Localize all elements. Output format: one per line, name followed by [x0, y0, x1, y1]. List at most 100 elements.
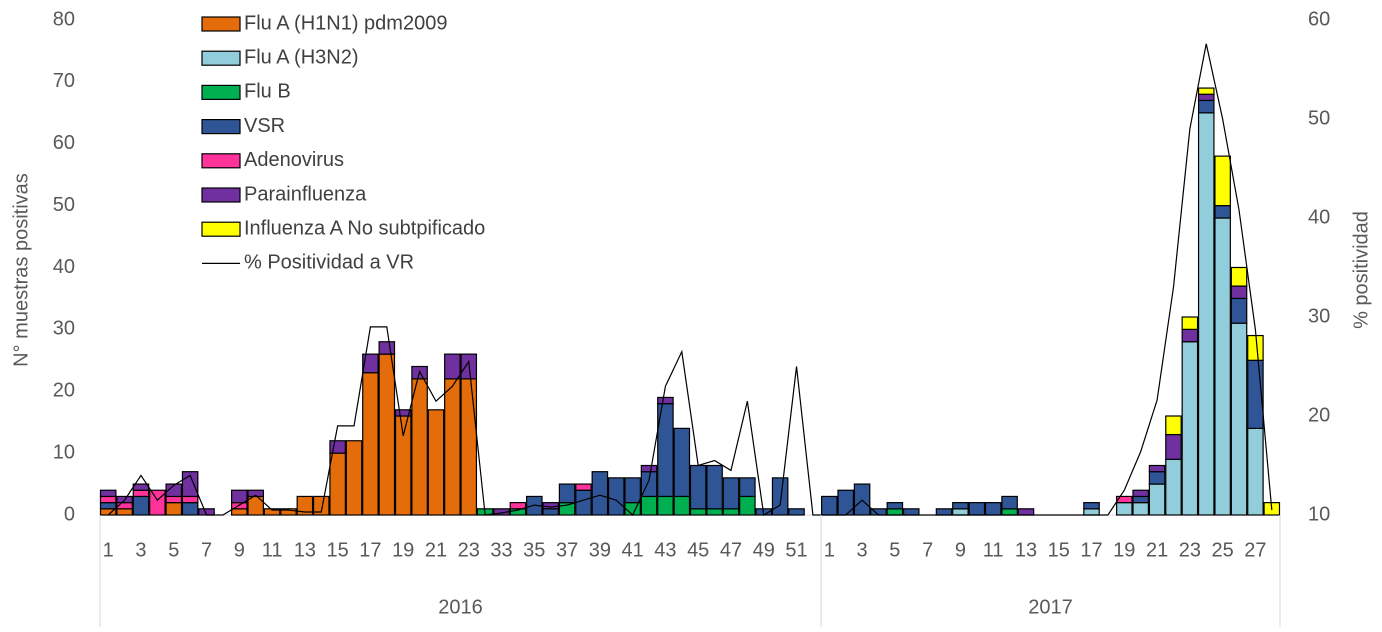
y2-tick-label: 20: [1308, 404, 1330, 426]
bar-segment: [1116, 495, 1133, 504]
legend-swatch: [201, 16, 241, 32]
bar-segment: [444, 353, 461, 380]
bar-segment: [181, 502, 199, 516]
bar-segment: [329, 452, 346, 516]
bar-segment: [394, 415, 412, 516]
x-tick-label: 35: [523, 539, 545, 561]
legend-swatch: [201, 118, 241, 135]
y2-axis-title: % positividad: [1350, 211, 1372, 329]
bar-segment: [1132, 489, 1149, 498]
x-tick-label: 33: [490, 539, 512, 561]
x-tick-label: 1: [824, 539, 835, 561]
bar-segment: [591, 471, 609, 516]
x-tick-label: 15: [1048, 539, 1070, 561]
bar-segment: [1083, 508, 1100, 516]
bar-segment: [1116, 502, 1133, 516]
x-tick-label: 13: [294, 539, 316, 561]
bar-segment: [411, 378, 428, 516]
bar-segment: [788, 508, 805, 516]
bar-segment: [886, 508, 904, 516]
x-tick-label: 7: [201, 539, 212, 561]
bar-segment: [444, 378, 461, 516]
bar-segment: [902, 508, 920, 516]
x-tick-label: 1: [103, 539, 114, 561]
bar-segment: [771, 477, 789, 516]
bar-segment: [1001, 495, 1018, 510]
bar-segment: [657, 396, 674, 405]
bar-segment: [1230, 322, 1248, 516]
x-tick-label: 17: [359, 539, 381, 561]
bar-segment: [116, 508, 133, 516]
bar-segment: [624, 477, 641, 504]
bar-segment: [312, 495, 330, 516]
bar-segment: [1214, 205, 1231, 219]
legend-text: VSR: [244, 115, 285, 137]
y-tick-label: 20: [53, 380, 75, 402]
bar-segment: [1247, 427, 1264, 516]
bar-segment: [165, 495, 183, 504]
x-tick-label: 19: [392, 539, 414, 561]
x-tick-label: 15: [327, 539, 349, 561]
bar-segment: [427, 409, 445, 516]
bar-segment: [1001, 508, 1018, 516]
bar-segment: [247, 489, 264, 498]
bar-segment: [1181, 341, 1199, 516]
bar-segment: [706, 464, 723, 510]
x-tick-label: 11: [983, 539, 1004, 561]
bar-segment: [739, 495, 756, 516]
legend-swatch: [201, 187, 241, 203]
bar-segment: [640, 464, 658, 473]
bar-segment: [673, 495, 691, 516]
bar-segment: [362, 353, 379, 374]
bar-segment: [378, 341, 396, 355]
legend-swatch: [201, 50, 241, 66]
bar-segment: [1247, 334, 1264, 361]
x-group-label: 2017: [1028, 596, 1073, 618]
bar-segment: [558, 483, 576, 504]
x-tick-label: 25: [1212, 539, 1234, 561]
bar-segment: [1132, 495, 1149, 504]
bar-segment: [132, 483, 150, 491]
bar-segment: [394, 409, 412, 417]
bar-segment: [1148, 471, 1166, 485]
legend-text: Adenovirus: [244, 149, 344, 171]
bar-segment: [984, 502, 1002, 516]
bar-segment: [1148, 464, 1166, 473]
y-axis-title: N° muestras positivas: [10, 173, 32, 367]
x-tick-label: 43: [654, 539, 676, 561]
bar-segment: [231, 508, 248, 516]
x-tick-label: 41: [622, 539, 644, 561]
bar-segment: [722, 508, 740, 516]
bar-segment: [1181, 316, 1199, 330]
x-tick-label: 3: [135, 539, 146, 561]
bar-segment: [1165, 433, 1182, 460]
x-tick-label: 5: [889, 539, 900, 561]
x-tick-label: 13: [1015, 539, 1037, 561]
bar-segment: [99, 502, 117, 510]
legend-text: Flu B: [244, 81, 291, 103]
bar-segment: [509, 502, 527, 510]
x-tick-label: 21: [1146, 539, 1168, 561]
bar-segment: [231, 489, 248, 504]
bar-segment: [1197, 99, 1215, 114]
x-tick-label: 37: [556, 539, 578, 561]
legend-swatch: [201, 84, 241, 101]
legend-swatch: [201, 153, 241, 169]
bar-segment: [99, 489, 117, 498]
bar-segment: [1230, 285, 1248, 300]
bar-segment: [1165, 458, 1182, 516]
y-tick-label: 70: [53, 70, 75, 92]
bar-segment: [706, 508, 723, 516]
bar-segment: [1197, 87, 1215, 95]
y2-tick-label: 60: [1308, 8, 1330, 30]
x-tick-label: 9: [955, 539, 966, 561]
x-tick-label: 19: [1113, 539, 1135, 561]
bar-segment: [149, 489, 166, 516]
y2-tick-label: 30: [1308, 305, 1330, 327]
x-tick-label: 17: [1080, 539, 1102, 561]
x-tick-label: 7: [922, 539, 933, 561]
bar-segment: [821, 495, 838, 516]
bar-segment: [1083, 502, 1100, 510]
legend-text: Parainfluenza: [244, 183, 367, 205]
bar-segment: [575, 489, 592, 516]
